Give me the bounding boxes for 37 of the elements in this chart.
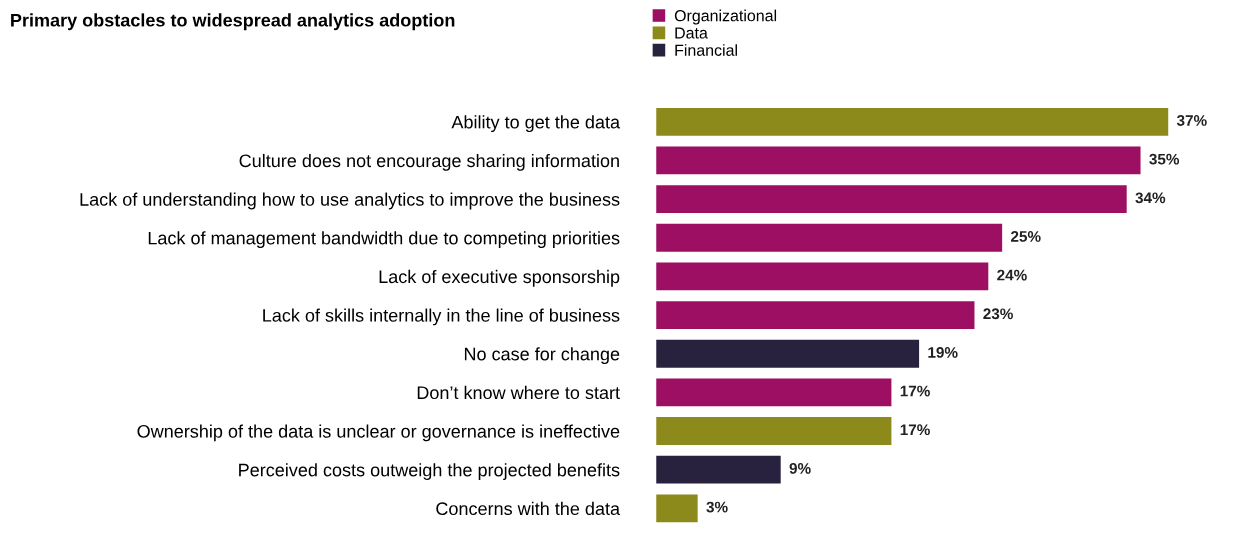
y-tick-label: Lack of executive sponsorship	[379, 269, 620, 287]
data-label: 25%	[1011, 231, 1041, 242]
y-tick-label: Ability to get the data	[451, 115, 621, 133]
data-label: 23%	[983, 308, 1013, 320]
y-tick-label: Culture does not encourage sharing information	[239, 153, 619, 171]
data-label: 19%	[928, 347, 958, 358]
y-tick-label: No case for change	[464, 347, 620, 365]
data-label: 24%	[997, 269, 1027, 281]
bar	[656, 339, 920, 368]
data-label: 3%	[706, 501, 728, 513]
data-label: 35%	[1149, 153, 1180, 165]
y-tick-label: Lack of understanding how to use analytics to improve the business	[80, 192, 620, 210]
y-tick-label: Perceived costs outweigh the projected benefits	[239, 463, 620, 480]
bar	[656, 262, 989, 291]
bar	[656, 455, 781, 484]
bar	[656, 378, 892, 407]
data-label: 34%	[1135, 192, 1166, 204]
legend-label: Financial	[675, 44, 737, 56]
y-tick-label: Lack of skills internally in the line of business	[263, 308, 620, 326]
data-label: 17%	[900, 424, 930, 436]
y-tick-label: Concerns with the data	[436, 501, 621, 516]
data-label: 17%	[900, 385, 930, 397]
bar	[656, 494, 698, 523]
bar	[656, 223, 1003, 252]
data-label: 9%	[789, 462, 811, 474]
bar	[656, 417, 892, 445]
bar	[656, 185, 1127, 214]
text: Primary obstacles to widespread analytics adoption	[11, 13, 455, 31]
y-tick-label: Ownership of the data is unclear or governance is ineffective	[137, 424, 620, 442]
bar	[656, 107, 1169, 136]
bar	[656, 301, 975, 329]
bar	[656, 146, 1141, 175]
data-label: 37%	[1176, 115, 1207, 126]
y-tick-label: Lack of management bandwidth due to competing priorities	[148, 231, 620, 249]
y-tick-label: Don’t know where to start	[417, 385, 620, 400]
legend-label: Data	[675, 27, 708, 39]
legend-label: Organizational	[674, 9, 777, 25]
